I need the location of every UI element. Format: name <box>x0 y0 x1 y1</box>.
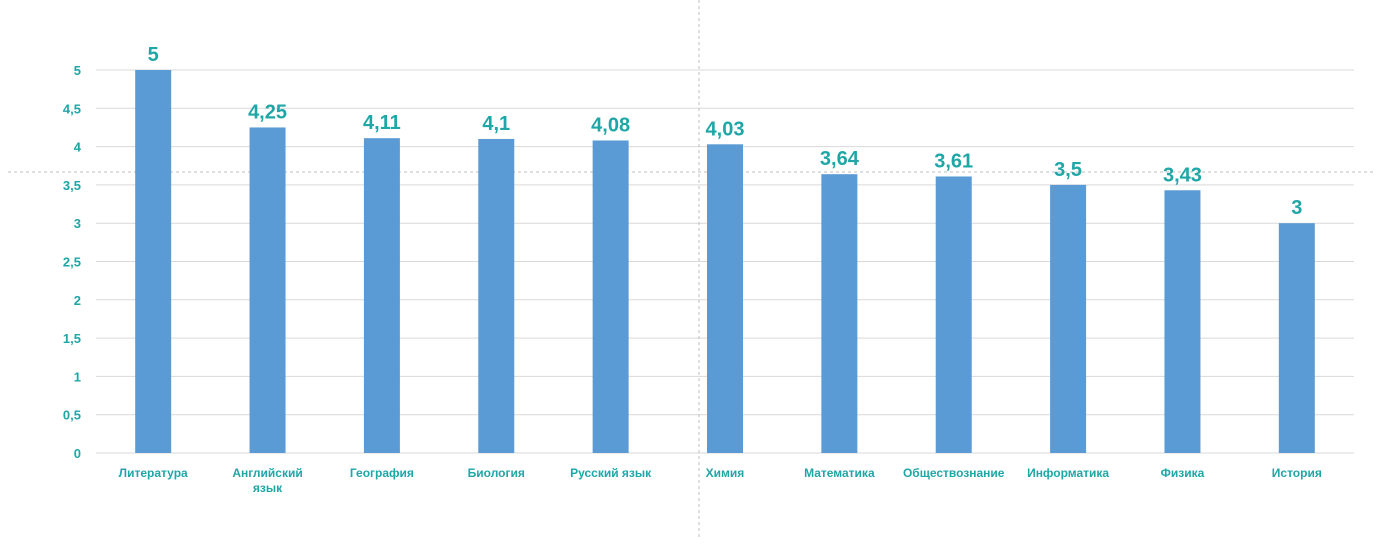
x-tick-label: История <box>1272 466 1322 480</box>
data-labels-layer: 5 4,25 4,11 4,1 4,08 4,03 3,64 3,61 3,5 3,43 3 <box>148 44 1303 219</box>
x-tick-label: География <box>350 466 414 480</box>
x-tick-label: Информатика <box>1027 466 1109 480</box>
data-label: 3,61 <box>934 150 973 172</box>
bar <box>935 176 972 453</box>
bar <box>707 144 743 453</box>
data-label: 3,43 <box>1163 164 1202 186</box>
x-tick-line: География <box>350 466 414 480</box>
data-label: 4,08 <box>591 114 630 136</box>
y-tick-label: 3,5 <box>63 178 81 193</box>
x-tick-label: Физика <box>1161 466 1205 480</box>
x-tick-label: Английский язык <box>232 466 302 495</box>
bar <box>249 127 286 453</box>
data-label: 4,25 <box>248 101 287 123</box>
y-tick-label: 3 <box>74 216 81 231</box>
bar <box>363 138 400 453</box>
y-tick-label: 0,5 <box>63 408 81 423</box>
x-tick-line: Биология <box>468 466 525 480</box>
bars-layer <box>135 70 1315 454</box>
y-tick-label: 1 <box>74 369 81 384</box>
x-tick-label: Математика <box>804 466 875 480</box>
bar <box>1278 223 1315 453</box>
guide-layer <box>8 0 1376 539</box>
bar <box>478 138 515 453</box>
x-tick-line: Обществознание <box>903 466 1005 480</box>
y-tick-label: 4,5 <box>63 101 81 116</box>
y-tick-label: 4 <box>74 140 82 155</box>
y-tick-label: 2,5 <box>63 255 81 270</box>
data-label: 4,11 <box>363 112 401 134</box>
data-label: 3,64 <box>820 148 860 170</box>
x-tick-line: История <box>1272 466 1322 480</box>
y-tick-label: 5 <box>74 63 81 78</box>
x-tick-line: Физика <box>1161 466 1205 480</box>
x-tick-label: Обществознание <box>903 466 1005 480</box>
data-label: 4,03 <box>706 118 745 140</box>
y-axis-layer: 0 0,5 1 1,5 2 2,5 3 3,5 4 4,5 5 <box>63 63 82 461</box>
bar <box>135 70 172 453</box>
x-tick-line: Математика <box>804 466 875 480</box>
data-label: 3,5 <box>1054 159 1082 181</box>
x-tick-line: Информатика <box>1027 466 1109 480</box>
x-tick-line: Английский <box>232 466 302 480</box>
x-axis-layer: Литература Английский язык География Биологи… <box>119 466 1322 495</box>
bar <box>592 140 629 454</box>
data-label: 4,1 <box>482 113 510 135</box>
x-tick-label: Русский язык <box>570 466 652 480</box>
x-tick-label: Химия <box>706 466 745 480</box>
bar <box>1164 190 1201 453</box>
data-label: 3 <box>1291 197 1302 219</box>
y-tick-label: 2 <box>74 293 81 308</box>
x-tick-line: Русский язык <box>570 466 652 480</box>
x-tick-label: Биология <box>468 466 525 480</box>
x-tick-line: Химия <box>706 466 745 480</box>
bar <box>821 174 858 453</box>
data-label: 5 <box>148 44 159 66</box>
x-tick-line: Литература <box>119 466 188 480</box>
x-tick-line: язык <box>253 481 283 495</box>
x-tick-label: Литература <box>119 466 188 480</box>
y-tick-label: 0 <box>74 446 81 461</box>
bar <box>1050 184 1087 453</box>
y-tick-label: 1,5 <box>63 331 81 346</box>
